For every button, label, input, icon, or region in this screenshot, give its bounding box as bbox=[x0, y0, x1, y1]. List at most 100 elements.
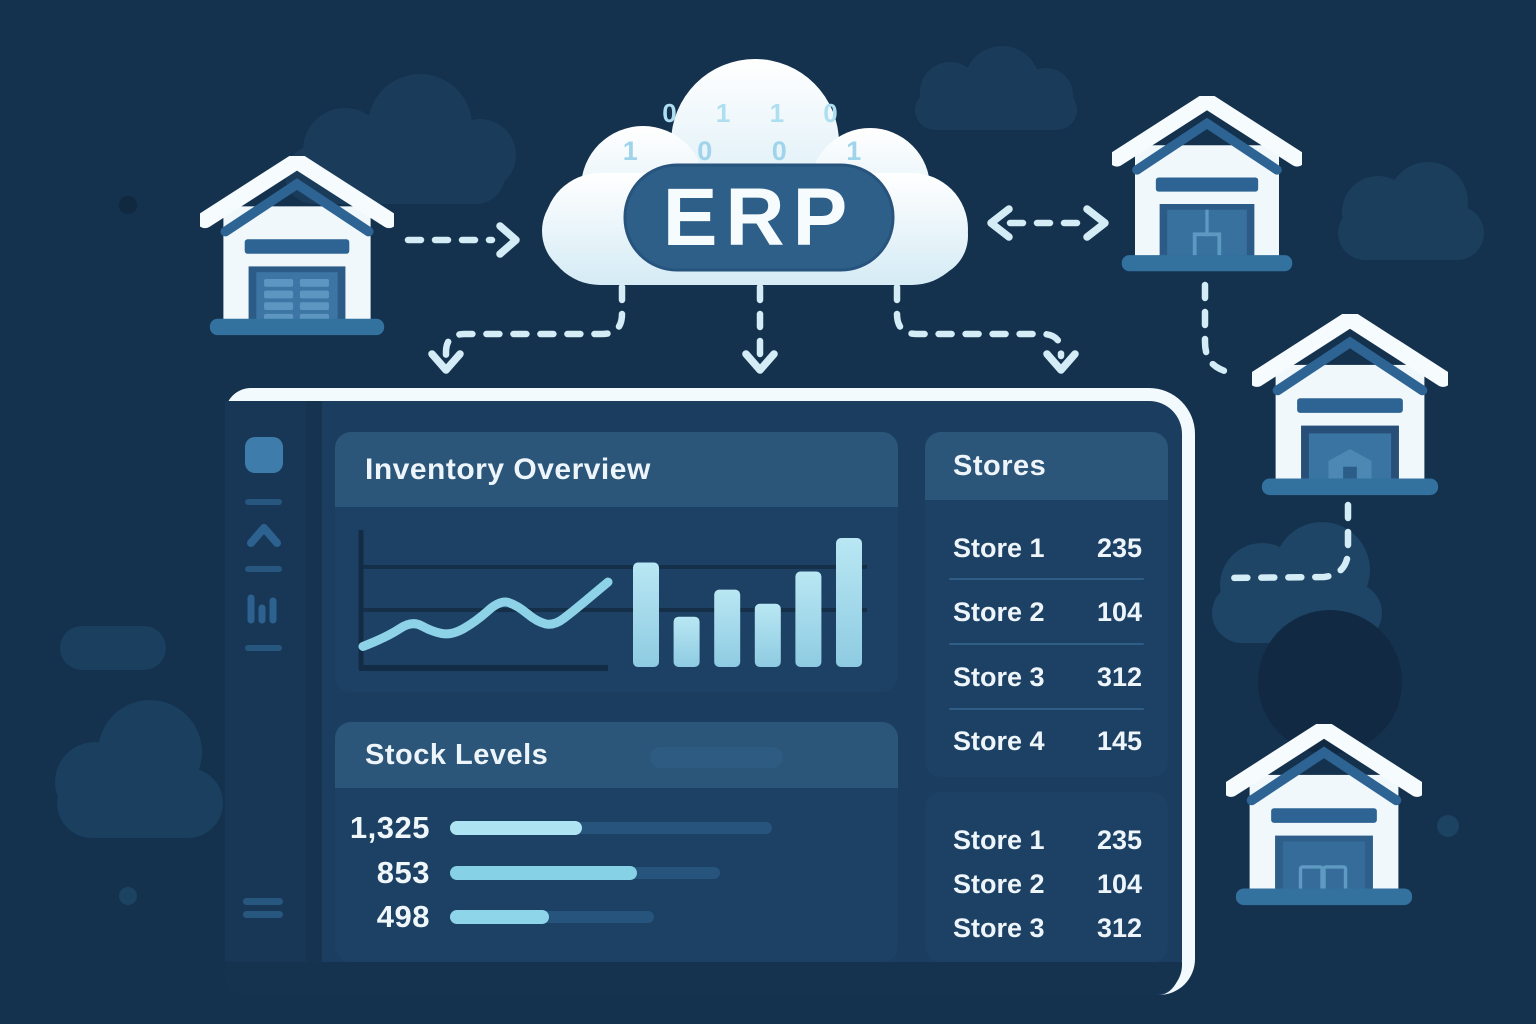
store-value: 235 bbox=[1096, 824, 1142, 855]
chart-bar bbox=[673, 616, 700, 667]
trend-line bbox=[358, 577, 613, 651]
warehouse-left bbox=[200, 156, 394, 336]
store-name: Store 2 bbox=[953, 868, 1045, 899]
stores-panel: Stores Store 1 235 Store 2 104 Store 3 3… bbox=[925, 432, 1168, 777]
app-tile[interactable] bbox=[245, 437, 283, 473]
stock-row: 853 bbox=[335, 855, 898, 891]
stock-row: 1,325 bbox=[335, 810, 898, 846]
stock-value: 853 bbox=[376, 855, 430, 890]
chart-gridlines bbox=[361, 565, 867, 612]
roof bbox=[1252, 314, 1448, 387]
erp-label: ERP bbox=[663, 172, 856, 263]
store-row: Store 3 312 bbox=[925, 645, 1168, 709]
header-placeholder-pill bbox=[650, 747, 783, 768]
arrowhead-right bbox=[496, 222, 520, 258]
inventory-panel-header: Inventory Overview bbox=[335, 432, 898, 507]
menu-lines-icon[interactable] bbox=[243, 911, 283, 918]
stock-panel-header: Stock Levels bbox=[335, 722, 898, 788]
stock-bar-fill bbox=[450, 910, 549, 924]
cloud-silhouette bbox=[55, 626, 223, 838]
store-value: 312 bbox=[1096, 661, 1142, 692]
roof bbox=[200, 156, 394, 229]
store-row: Store 3 312 bbox=[925, 906, 1168, 950]
store-value: 312 bbox=[1096, 912, 1142, 943]
stock-bar bbox=[450, 910, 654, 924]
row-divider bbox=[949, 578, 1144, 580]
cloud-silhouette bbox=[915, 46, 1077, 130]
stock-bar-fill bbox=[450, 866, 637, 880]
store-value: 235 bbox=[1096, 532, 1142, 563]
store-name: Store 3 bbox=[953, 912, 1045, 943]
roof bbox=[1112, 96, 1302, 167]
warehouse-window-band bbox=[1297, 398, 1403, 413]
erp-dashboard-window: Inventory Overview bbox=[225, 388, 1195, 995]
stock-bar-fill bbox=[450, 821, 582, 835]
arrowhead-right bbox=[1083, 205, 1109, 241]
chart-axes bbox=[358, 530, 608, 671]
chevron-up-icon[interactable] bbox=[245, 519, 283, 549]
chart-bar bbox=[795, 571, 822, 667]
sidebar-divider-vertical bbox=[306, 401, 322, 995]
sidebar-divider bbox=[245, 645, 282, 651]
warehouse-base bbox=[209, 318, 385, 336]
dot bbox=[1437, 815, 1459, 837]
store-value: 145 bbox=[1096, 725, 1142, 756]
chart-bar bbox=[714, 589, 741, 667]
store-row: Store 2 104 bbox=[925, 862, 1168, 906]
store-row: Store 1 235 bbox=[925, 818, 1168, 862]
row-divider bbox=[949, 643, 1144, 645]
warehouse-base bbox=[1235, 888, 1413, 906]
stock-value: 498 bbox=[376, 899, 430, 934]
inventory-chart bbox=[358, 530, 867, 671]
binary-digits-row1: 0 1 1 0 bbox=[662, 98, 854, 128]
warehouse-base bbox=[1121, 255, 1293, 272]
row-divider bbox=[949, 708, 1144, 710]
stores-panel-secondary: Store 1 235 Store 2 104 Store 3 312 bbox=[925, 792, 1168, 962]
warehouse-window-band bbox=[1271, 808, 1377, 823]
menu-lines-icon[interactable] bbox=[243, 898, 283, 905]
sidebar-divider bbox=[245, 499, 282, 505]
store-name: Store 1 bbox=[953, 532, 1045, 563]
cloud-silhouette bbox=[1338, 162, 1484, 260]
warehouse-mid-right bbox=[1252, 314, 1448, 496]
stock-bar bbox=[450, 866, 720, 880]
inventory-panel-title: Inventory Overview bbox=[365, 453, 651, 486]
binary-digits-row2: 1 0 0 1 bbox=[623, 136, 888, 166]
roof bbox=[1226, 724, 1422, 797]
arrowhead-left bbox=[987, 205, 1013, 241]
arrowhead-down bbox=[428, 350, 464, 374]
warehouse-top-right bbox=[1112, 96, 1302, 272]
bar-chart-icon[interactable] bbox=[245, 594, 279, 624]
store-name: Store 3 bbox=[953, 661, 1045, 692]
chart-bar bbox=[633, 562, 659, 667]
warehouse-window-band bbox=[244, 239, 350, 254]
stores-panel-title: Stores bbox=[953, 450, 1047, 482]
stock-row: 498 bbox=[335, 899, 898, 935]
dot bbox=[119, 887, 137, 905]
warehouse-base bbox=[1261, 478, 1439, 496]
stock-bar bbox=[450, 821, 772, 835]
dot bbox=[119, 196, 137, 214]
roof-underside bbox=[1272, 336, 1428, 396]
chart-bars bbox=[633, 538, 862, 667]
connector-top-warehouse-to-mid-warehouse bbox=[1201, 281, 1238, 379]
roof-underside bbox=[1132, 117, 1282, 175]
cloud-silhouette bbox=[1258, 610, 1402, 754]
sidebar-divider bbox=[245, 566, 282, 572]
store-row: Store 2 104 bbox=[925, 580, 1168, 644]
stock-levels-panel: Stock Levels 1,325 853 498 bbox=[335, 722, 898, 962]
inventory-overview-panel: Inventory Overview bbox=[335, 432, 898, 692]
stock-value: 1,325 bbox=[349, 810, 430, 845]
dashboard-sidebar bbox=[225, 401, 322, 995]
warehouse-window-band bbox=[1155, 177, 1259, 192]
stock-panel-title: Stock Levels bbox=[365, 739, 549, 771]
warehouse-bottom-right bbox=[1226, 724, 1422, 906]
erp-pill bbox=[623, 163, 895, 272]
roof-underside bbox=[220, 178, 374, 237]
roof-underside bbox=[1246, 746, 1402, 806]
store-value: 104 bbox=[1096, 868, 1142, 899]
store-row: Store 1 235 bbox=[925, 516, 1168, 580]
